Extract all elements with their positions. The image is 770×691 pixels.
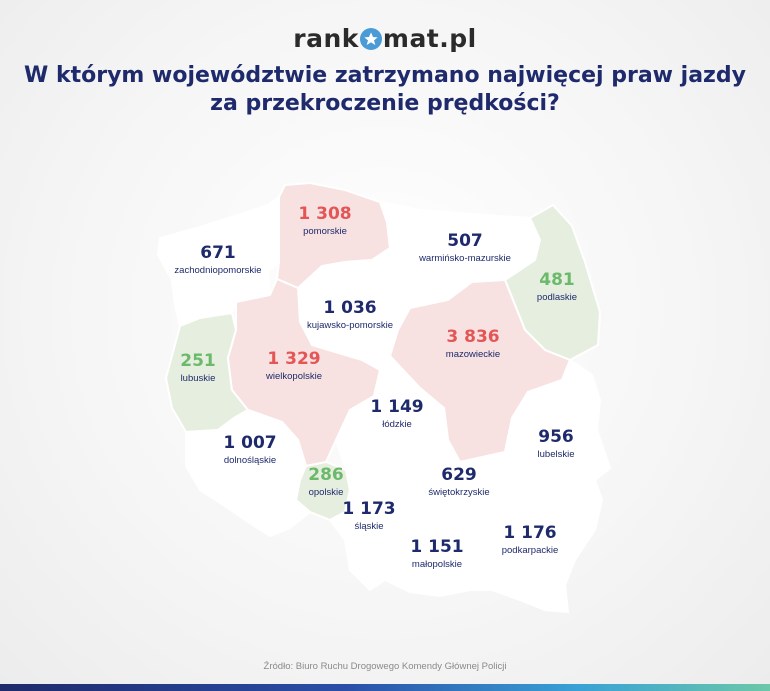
region-value: 507 xyxy=(447,231,483,251)
region-name: mazowieckie xyxy=(445,349,501,360)
region-label-mazowieckie: 3 836 mazowieckie xyxy=(446,326,500,362)
region-name: łódzkie xyxy=(382,419,412,430)
region-name: wielkopolskie xyxy=(266,371,322,382)
region-name: świętokrzyskie xyxy=(428,487,490,498)
region-label-kujawsko-pomorskie: 1 036 kujawsko-pomorskie xyxy=(307,297,393,333)
region-label-wielkopolskie: 1 329 wielkopolskie xyxy=(266,348,322,384)
region-value: 1 007 xyxy=(223,433,277,453)
region-value: 286 xyxy=(308,465,344,485)
region-label-dolnoslaskie: 1 007 dolnośląskie xyxy=(223,432,276,468)
region-label-lubuskie: 251 lubuskie xyxy=(180,350,216,386)
region-label-swietokrzyskie: 629 świętokrzyskie xyxy=(428,464,489,500)
logo-text-end: mat.pl xyxy=(382,24,477,53)
region-podkarpackie[interactable] xyxy=(468,478,604,614)
region-label-podlaskie: 481 podlaskie xyxy=(537,269,577,305)
logo-text-start: rank xyxy=(293,24,359,53)
region-name: zachodniopomorskie xyxy=(174,265,262,276)
region-name: opolskie xyxy=(308,487,344,498)
star-icon xyxy=(359,28,382,50)
region-label-slaskie: 1 173 śląskie xyxy=(342,498,395,534)
region-name: lubuskie xyxy=(180,373,216,384)
region-value: 1 176 xyxy=(503,523,557,543)
source-note: Źródło: Biuro Ruchu Drogowego Komendy Gł… xyxy=(263,661,507,672)
brand-logo: rank mat.pl xyxy=(0,24,770,53)
region-name: podkarpackie xyxy=(501,545,559,556)
title-line-2: za przekroczenie prędkości? xyxy=(210,91,560,116)
region-name: śląskie xyxy=(354,521,384,532)
region-name: podlaskie xyxy=(536,292,578,303)
bottom-gradient-bar xyxy=(0,684,770,691)
region-value: 956 xyxy=(538,427,574,447)
title-line-1: W którym województwie zatrzymano najwięc… xyxy=(24,63,746,88)
region-name: dolnośląskie xyxy=(223,455,277,466)
region-value: 1 151 xyxy=(410,537,464,557)
region-value: 671 xyxy=(200,243,236,263)
region-value: 1 036 xyxy=(323,298,377,318)
region-name: pomorskie xyxy=(303,226,347,237)
region-value: 1 329 xyxy=(267,349,321,369)
region-value: 251 xyxy=(180,351,216,371)
region-zachodniopomorskie[interactable] xyxy=(156,195,280,328)
region-value: 481 xyxy=(539,270,575,290)
region-value: 3 836 xyxy=(446,327,500,347)
region-label-podkarpackie: 1 176 podkarpackie xyxy=(502,522,559,558)
region-label-lodzkie: 1 149 łódzkie xyxy=(370,396,423,432)
region-value: 629 xyxy=(441,465,477,485)
region-name: warmińsko-mazurskie xyxy=(419,253,511,264)
region-label-opolskie: 286 opolskie xyxy=(308,464,344,500)
region-label-lubelskie: 956 lubelskie xyxy=(538,426,575,462)
region-name: małopolskie xyxy=(411,559,463,570)
region-name: kujawsko-pomorskie xyxy=(306,320,394,331)
page-title: W którym województwie zatrzymano najwięc… xyxy=(0,62,770,118)
region-label-zachodniopomorskie: 671 zachodniopomorskie xyxy=(174,242,261,278)
region-label-warminsko-mazurskie: 507 warmińsko-mazurskie xyxy=(419,230,511,266)
region-name: lubelskie xyxy=(537,449,575,460)
region-value: 1 149 xyxy=(370,397,424,417)
region-value: 1 308 xyxy=(298,204,352,224)
region-label-pomorskie: 1 308 pomorskie xyxy=(298,203,351,239)
region-label-malopolskie: 1 151 małopolskie xyxy=(410,536,463,572)
region-value: 1 173 xyxy=(342,499,396,519)
